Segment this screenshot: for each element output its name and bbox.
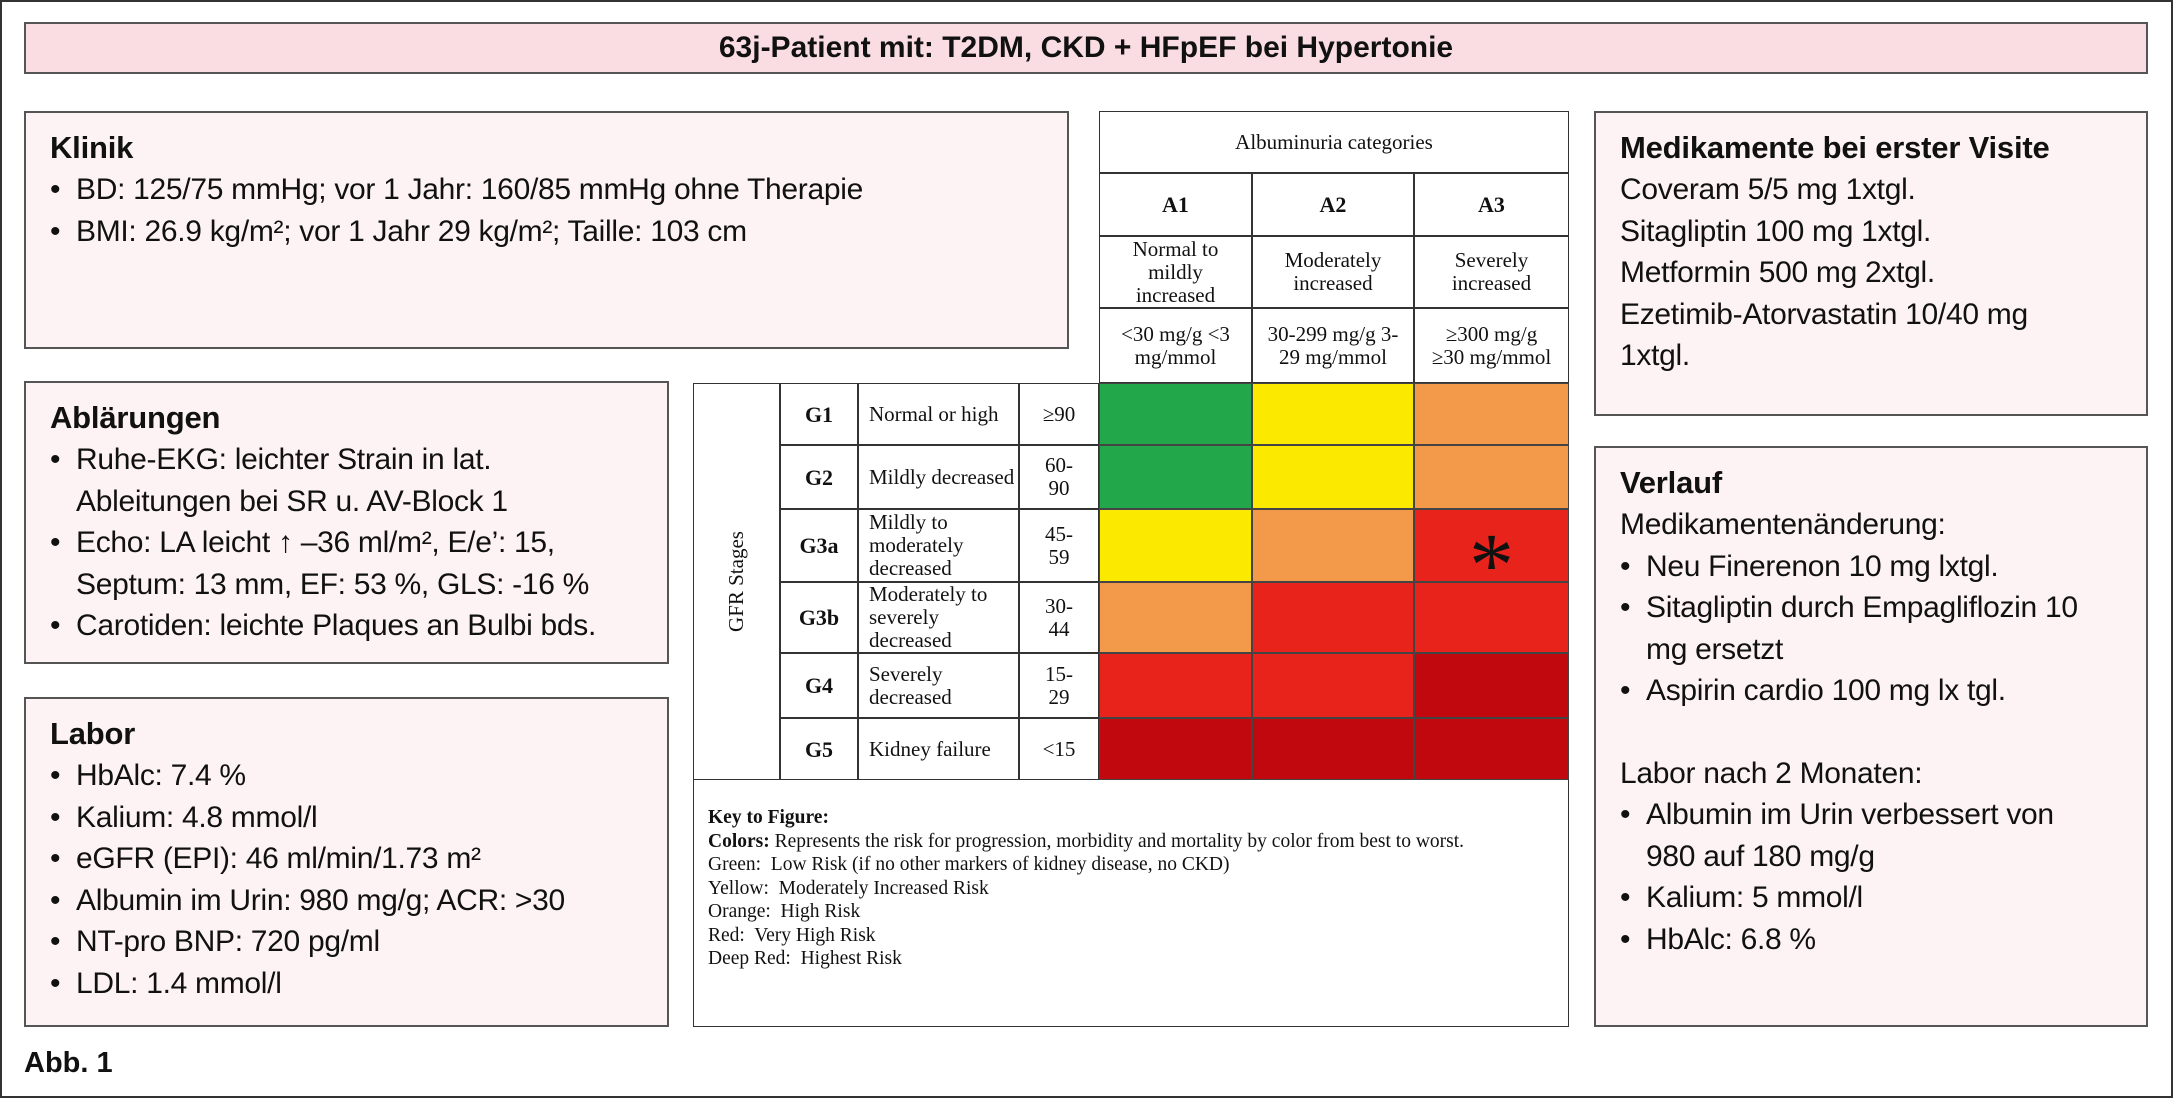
page-title: 63j-Patient mit: T2DM, CKD + HFpEF bei H… <box>24 22 2148 74</box>
risk-cell-G3b-A2 <box>1252 582 1414 653</box>
med-line: Ezetimib-Atorvastatin 10/40 mg 1xtgl. <box>1620 297 2028 373</box>
med-line: Metformin 500 mg 2xtgl. <box>1620 256 1935 289</box>
list-item: Albumin im Urin: 980 mg/g; ACR: >30 <box>50 880 643 922</box>
row-range: <15 <box>1019 718 1099 780</box>
column-range: <30 mg/g <3 mg/mmol <box>1099 308 1252 383</box>
figure-key: Key to Figure: Colors: Represents the ri… <box>693 780 1569 1027</box>
list-item: HbAlc: 6.8 % <box>1620 919 2122 961</box>
key-colors-text: Represents the risk for progression, mor… <box>774 830 1465 852</box>
row-range: ≥90 <box>1019 383 1099 445</box>
list-item: Aspirin cardio 100 mg lx tgl. <box>1620 670 2122 712</box>
labor-panel: Labor HbAlc: 7.4 % Kalium: 4.8 mmol/l eG… <box>24 697 669 1027</box>
risk-cell-G4-A3 <box>1414 653 1569 718</box>
list-item: Sitagliptin durch Empagliflozin 10 mg er… <box>1620 587 2090 670</box>
list-item: Kalium: 4.8 mmol/l <box>50 797 643 839</box>
row-description: Kidney failure <box>858 718 1019 780</box>
row-description: Mildly decreased <box>858 445 1019 509</box>
key-line: Green: Low Risk (if no other markers of … <box>708 854 1230 875</box>
column-code: A2 <box>1252 173 1414 236</box>
figure-label: Abb. 1 <box>24 1047 113 1079</box>
risk-cell-G4-A1 <box>1099 653 1252 718</box>
list-item: BD: 125/75 mmHg; vor 1 Jahr: 160/85 mmHg… <box>50 169 1043 211</box>
klinik-bmi: BMI: 26.9 kg/m²; vor 1 Jahr 29 kg/m²; Ta… <box>76 214 747 248</box>
column-description: Normal to mildly increased <box>1099 236 1252 308</box>
risk-cell-G3a-A3: * <box>1414 509 1569 610</box>
klinik-bp: BD: 125/75 mmHg; vor 1 Jahr: 160/85 mmHg… <box>76 173 863 206</box>
verlauf-subheading: Labor nach 2 Monaten: <box>1620 756 1923 790</box>
klinik-heading: Klinik <box>50 130 134 165</box>
row-description: Mildly to moderately decreased <box>858 509 1019 582</box>
verlauf-subheading: Medikamentenänderung: <box>1620 508 1946 541</box>
med-line: Coveram 5/5 mg 1xtgl. <box>1620 173 1916 206</box>
verlauf-panel: Verlauf Medikamentenänderung: Neu Finere… <box>1594 446 2148 1027</box>
row-description: Severely decreased <box>858 653 1019 718</box>
list-item: Kalium: 5 mmol/l <box>1620 877 2122 919</box>
key-colors: Colors: Represents the risk for progress… <box>708 830 1554 854</box>
row-description: Moderately to severely decreased <box>858 582 1019 653</box>
list-item: Ruhe-EKG: leichter Strain in lat. Ableit… <box>50 439 643 522</box>
column-description: Severely increased <box>1414 236 1569 308</box>
row-code: G4 <box>780 653 858 718</box>
key-line: Yellow: Moderately Increased Risk <box>708 877 989 899</box>
list-item: LDL: 1.4 mmol/l <box>50 963 643 1005</box>
column-description: Moderately increased <box>1252 236 1414 308</box>
risk-cell-G2-A2 <box>1252 445 1414 509</box>
row-code: G3a <box>780 509 858 582</box>
row-range: 60-90 <box>1019 445 1099 509</box>
key-colors-label: Colors: <box>708 830 770 852</box>
list-item: Neu Finerenon 10 mg lxtgl. <box>1620 546 2122 588</box>
ablaerungen-heading: Ablärungen <box>50 400 221 435</box>
list-item: Carotiden: leichte Plaques an Bulbi bds. <box>50 605 643 647</box>
key-line: Deep Red: Highest Risk <box>708 948 902 969</box>
medikamente-panel: Medikamente bei erster Visite Coveram 5/… <box>1594 111 2148 416</box>
list-item: HbAlc: 7.4 % <box>50 755 643 797</box>
key-line: Orange: High Risk <box>708 901 861 922</box>
risk-cell-G4-A2 <box>1252 653 1414 718</box>
risk-cell-G5-A3 <box>1414 718 1569 780</box>
key-line: Red: Very High Risk <box>708 924 876 946</box>
risk-cell-G1-A1 <box>1099 383 1252 445</box>
risk-cell-G5-A2 <box>1252 718 1414 780</box>
risk-cell-G5-A1 <box>1099 718 1252 780</box>
column-code: A3 <box>1414 173 1569 236</box>
risk-cell-G3a-A1 <box>1099 509 1252 582</box>
med-line: Sitagliptin 100 mg 1xtgl. <box>1620 214 1932 248</box>
risk-cell-G1-A2 <box>1252 383 1414 445</box>
verlauf-heading: Verlauf <box>1620 465 1722 500</box>
key-title: Key to Figure: <box>708 807 829 828</box>
risk-cell-G1-A3 <box>1414 383 1569 445</box>
risk-cell-G3b-A1 <box>1099 582 1252 653</box>
medikamente-heading: Medikamente bei erster Visite <box>1620 130 2050 165</box>
list-item: BMI: 26.9 kg/m²; vor 1 Jahr 29 kg/m²; Ta… <box>50 211 1043 253</box>
risk-cell-G2-A3 <box>1414 445 1569 509</box>
ablaerungen-panel: Ablärungen Ruhe-EKG: leichter Strain in … <box>24 381 669 664</box>
row-code: G2 <box>780 445 858 509</box>
row-code: G1 <box>780 383 858 445</box>
risk-cell-G3b-A3 <box>1414 582 1569 653</box>
column-code: A1 <box>1099 173 1252 236</box>
risk-cell-G3a-A2 <box>1252 509 1414 582</box>
row-code: G3b <box>780 582 858 653</box>
risk-cell-G2-A1 <box>1099 445 1252 509</box>
labor-heading: Labor <box>50 716 136 751</box>
gfr-stages-label: GFR Stages <box>693 383 780 780</box>
albuminuria-title: Albuminuria categories <box>1099 111 1569 173</box>
row-description: Normal or high <box>858 383 1019 445</box>
column-range: ≥300 mg/g ≥30 mg/mmol <box>1414 308 1569 383</box>
row-range: 15-29 <box>1019 653 1099 718</box>
row-code: G5 <box>780 718 858 780</box>
list-item: Echo: LA leicht ↑ –36 ml/m², E/e’: 15, S… <box>50 522 643 605</box>
list-item: Albumin im Urin verbessert von 980 auf 1… <box>1620 794 2100 877</box>
row-range: 30-44 <box>1019 582 1099 653</box>
gfr-stages-text: GFR Stages <box>724 531 748 632</box>
klinik-panel: Klinik BD: 125/75 mmHg; vor 1 Jahr: 160/… <box>24 111 1069 349</box>
column-range: 30-299 mg/g 3-29 mg/mmol <box>1252 308 1414 383</box>
list-item: eGFR (EPI): 46 ml/min/1.73 m² <box>50 838 643 880</box>
list-item: NT-pro BNP: 720 pg/ml <box>50 921 643 963</box>
row-range: 45-59 <box>1019 509 1099 582</box>
